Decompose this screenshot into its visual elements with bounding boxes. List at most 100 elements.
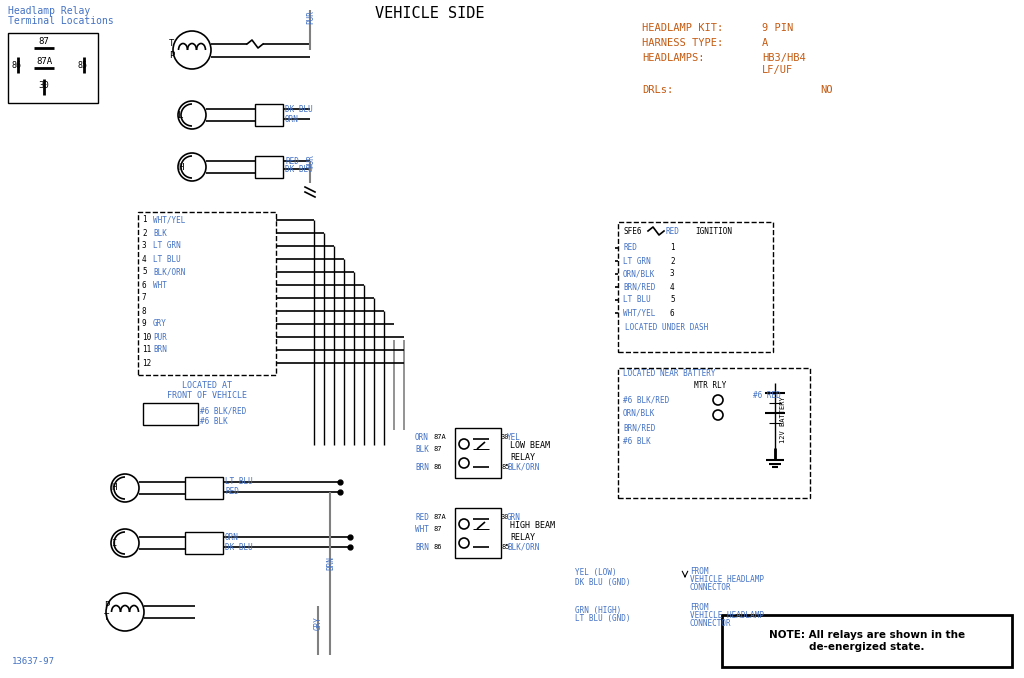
Text: NOTE: All relays are shown in the
de-energized state.: NOTE: All relays are shown in the de-ene… (769, 630, 965, 652)
Text: #6 BLK: #6 BLK (623, 437, 650, 445)
Text: ORN: ORN (285, 115, 299, 123)
Text: 87A: 87A (433, 434, 445, 440)
Bar (455, 508, 501, 558)
Text: 10: 10 (142, 332, 152, 342)
Bar (255, 104, 283, 126)
Text: RELAY: RELAY (510, 454, 535, 462)
Text: IGNITION: IGNITION (695, 226, 732, 235)
Text: VEHICLE SIDE: VEHICLE SIDE (375, 7, 484, 22)
Text: 8: 8 (142, 306, 146, 315)
Text: T: T (104, 614, 110, 622)
Bar (455, 428, 501, 478)
Text: BRN: BRN (415, 542, 429, 551)
Text: 30: 30 (501, 514, 510, 520)
Text: LOCATED NEAR BATTERY: LOCATED NEAR BATTERY (623, 370, 716, 378)
Text: FROM: FROM (690, 603, 709, 612)
Text: LT BLU: LT BLU (623, 296, 650, 304)
Text: GRN: GRN (507, 513, 521, 521)
Text: 6: 6 (670, 308, 675, 317)
Bar (185, 532, 223, 554)
Text: 30: 30 (501, 434, 510, 440)
Text: DK BLU: DK BLU (225, 542, 253, 551)
Text: BRN: BRN (415, 462, 429, 471)
Text: RED: RED (623, 243, 637, 252)
Text: MTR RLY: MTR RLY (694, 382, 726, 391)
Text: PUR: PUR (306, 154, 315, 168)
Text: 87: 87 (433, 526, 441, 532)
Text: Terminal Locations: Terminal Locations (8, 16, 114, 26)
Text: WHT: WHT (415, 525, 429, 534)
Text: FRONT OF VEHICLE: FRONT OF VEHICLE (167, 391, 247, 399)
Text: 13637-97: 13637-97 (12, 656, 55, 666)
Text: 85: 85 (501, 544, 510, 550)
Text: 85: 85 (501, 464, 510, 470)
Text: #6 BLK/RED: #6 BLK/RED (623, 395, 670, 405)
Text: #6 BLK: #6 BLK (200, 416, 227, 426)
Bar (8, 33, 98, 103)
Text: BLK/ORN: BLK/ORN (153, 268, 185, 277)
Text: RED: RED (285, 157, 299, 165)
Text: LT BLU: LT BLU (225, 477, 253, 487)
Text: RED: RED (666, 226, 680, 235)
Text: CONNECTOR: CONNECTOR (690, 582, 731, 591)
Text: 5: 5 (142, 268, 146, 277)
Text: YEL: YEL (507, 433, 521, 441)
Text: 4: 4 (142, 254, 146, 264)
Text: P: P (104, 601, 110, 610)
Text: NO: NO (820, 85, 833, 95)
Text: GRY: GRY (153, 319, 167, 329)
Text: PUR: PUR (306, 10, 315, 24)
Text: A: A (762, 38, 768, 48)
Bar (185, 477, 223, 499)
Bar (143, 403, 198, 425)
Text: WHT/YEL: WHT/YEL (153, 216, 185, 224)
Text: 4: 4 (670, 283, 675, 292)
Text: 87A: 87A (433, 514, 445, 520)
Text: ORN/BLK: ORN/BLK (623, 409, 655, 418)
Text: 11: 11 (142, 346, 152, 355)
Text: H: H (178, 163, 183, 172)
Text: HB3/HB4: HB3/HB4 (762, 53, 806, 63)
Text: 2: 2 (670, 256, 675, 266)
Text: 5: 5 (670, 296, 675, 304)
Text: BLK/ORN: BLK/ORN (507, 462, 540, 471)
Text: HIGH BEAM: HIGH BEAM (510, 521, 555, 530)
Text: 6: 6 (142, 281, 146, 290)
Text: P: P (169, 52, 174, 60)
Text: DRLs:: DRLs: (642, 85, 673, 95)
Text: 86: 86 (433, 464, 441, 470)
Text: 1: 1 (670, 243, 675, 252)
Text: 87: 87 (39, 37, 49, 47)
Text: LT GRN: LT GRN (623, 256, 650, 266)
Bar (255, 156, 283, 178)
Text: BLK: BLK (153, 228, 167, 237)
Text: BLK: BLK (415, 445, 429, 454)
Text: ORN: ORN (225, 532, 239, 542)
Text: 86: 86 (433, 544, 441, 550)
Text: LOCATED UNDER DASH: LOCATED UNDER DASH (625, 323, 709, 332)
Text: 1: 1 (142, 216, 146, 224)
Text: RED: RED (225, 487, 239, 496)
Text: VEHICLE HEADLAMP: VEHICLE HEADLAMP (690, 612, 764, 620)
Text: H: H (111, 483, 117, 492)
Text: DK BLU (GND): DK BLU (GND) (575, 578, 631, 586)
Text: HEADLAMP KIT:: HEADLAMP KIT: (642, 23, 723, 33)
Text: 30: 30 (39, 81, 49, 90)
Text: RELAY: RELAY (510, 534, 535, 542)
Text: BRN/RED: BRN/RED (623, 424, 655, 433)
Text: I: I (111, 538, 117, 548)
Text: PUR: PUR (153, 332, 167, 342)
Bar (618, 222, 773, 352)
Text: GRY: GRY (314, 616, 323, 630)
Text: VEHICLE HEADLAMP: VEHICLE HEADLAMP (690, 574, 764, 584)
Text: BRN: BRN (326, 556, 335, 570)
Text: CONNECTOR: CONNECTOR (690, 620, 731, 629)
Text: 12V BATTERY: 12V BATTERY (780, 397, 786, 443)
Text: LT BLU (GND): LT BLU (GND) (575, 614, 631, 624)
Text: ORN: ORN (415, 433, 429, 441)
Text: #6 RED: #6 RED (753, 391, 780, 399)
Text: LT BLU: LT BLU (153, 254, 181, 264)
Text: BLK/ORN: BLK/ORN (507, 542, 540, 551)
Text: Headlamp Relay: Headlamp Relay (8, 6, 90, 16)
Text: T: T (169, 39, 174, 49)
